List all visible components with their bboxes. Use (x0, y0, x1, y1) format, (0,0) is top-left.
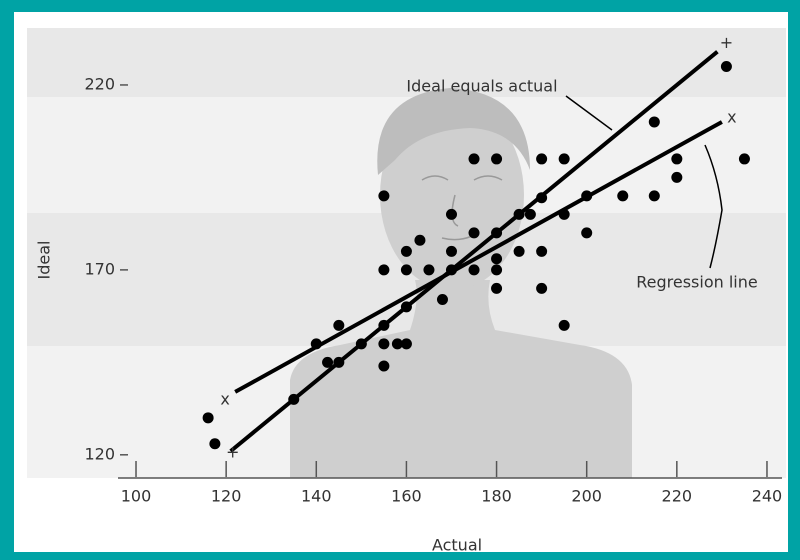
y-axis-label: Ideal (35, 241, 54, 280)
point (720, 60, 732, 72)
point (558, 319, 570, 331)
x-tick-label: 200 (571, 487, 602, 506)
line-end-marker: x (220, 389, 229, 408)
x-axis-label: Actual (432, 536, 482, 555)
point (648, 190, 660, 202)
y-tick-label: 120 (84, 444, 115, 463)
point (491, 253, 503, 265)
point (536, 245, 548, 257)
x-tick-label: 140 (301, 487, 332, 506)
line-end-marker: + (226, 443, 239, 462)
point (671, 171, 683, 183)
x-tick-label: 120 (211, 487, 242, 506)
point (468, 264, 480, 276)
annotation-leader (565, 95, 613, 131)
line-end-marker: + (720, 33, 733, 52)
y-tick-label: 170 (84, 259, 115, 278)
point (400, 264, 412, 276)
point (513, 245, 525, 257)
point (536, 282, 548, 294)
line-end-marker: x (727, 107, 736, 126)
point (445, 208, 457, 220)
point (581, 227, 593, 239)
point (378, 338, 390, 350)
point (738, 153, 750, 165)
point (414, 234, 426, 246)
annotation: Regression line (636, 273, 757, 292)
x-tick-label: 180 (481, 487, 512, 506)
point (322, 356, 334, 368)
point (400, 245, 412, 257)
point (491, 282, 503, 294)
point (400, 338, 412, 350)
point (378, 264, 390, 276)
x-tick-label: 240 (752, 487, 783, 506)
annotation: Ideal equals actual (406, 77, 557, 96)
point (671, 153, 683, 165)
x-tick-label: 220 (662, 487, 693, 506)
point (436, 293, 448, 305)
point (468, 153, 480, 165)
point (491, 153, 503, 165)
point (648, 116, 660, 128)
annotation-leader (704, 144, 723, 269)
x-tick-label: 160 (391, 487, 422, 506)
point (491, 264, 503, 276)
point (378, 360, 390, 372)
point (391, 338, 403, 350)
point (202, 412, 214, 424)
point (468, 227, 480, 239)
point (617, 190, 629, 202)
point (333, 319, 345, 331)
x-tick-label: 100 (121, 487, 152, 506)
point (445, 245, 457, 257)
point (423, 264, 435, 276)
line (234, 120, 723, 394)
point (378, 190, 390, 202)
line (229, 50, 719, 453)
point (524, 208, 536, 220)
y-tick-label: 220 (84, 74, 115, 93)
point (209, 438, 221, 450)
point (558, 153, 570, 165)
point (536, 153, 548, 165)
